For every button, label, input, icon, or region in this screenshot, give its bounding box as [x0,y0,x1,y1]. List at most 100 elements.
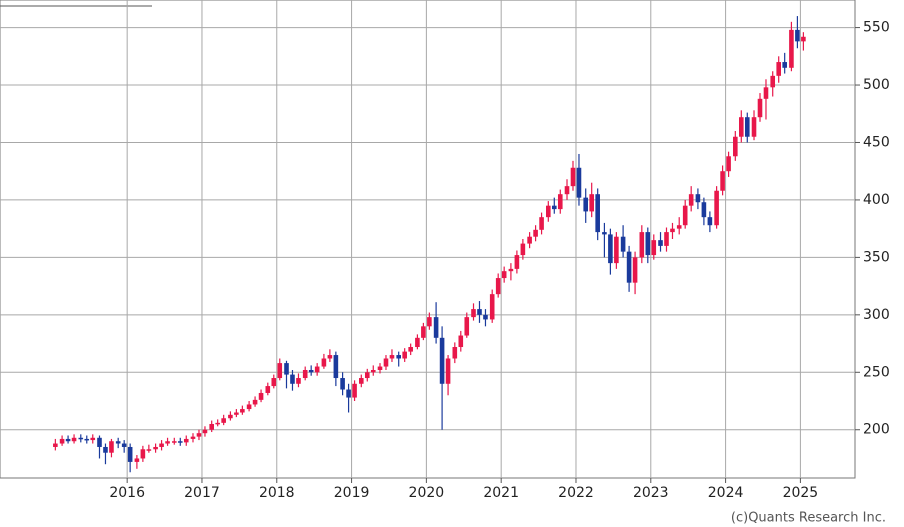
candle-body [358,378,364,384]
candle-body [614,236,619,264]
candle-body [271,378,277,387]
candle-body [171,441,177,443]
x-tick-label: 2018 [259,485,295,501]
candle-body [751,117,757,137]
candle-body [557,194,563,210]
candle-body [265,386,271,393]
x-tick-label: 2025 [783,485,819,501]
candle-body [632,257,638,283]
x-tick-label: 2021 [483,485,519,501]
candle-body [533,229,538,237]
candle-body [551,205,557,210]
candle-body [695,194,701,203]
candle-body [109,441,114,453]
candle-body [377,366,383,370]
candle-body [433,317,439,338]
candle-body [501,271,507,279]
candle-body [340,378,345,390]
candle-body [801,36,806,42]
candle-body [445,358,451,384]
x-tick-label: 2016 [109,485,145,501]
y-tick-label: 450 [863,134,890,150]
candle-body [121,443,127,447]
candle-body [707,217,713,226]
candle-body [770,75,776,88]
candle-body [608,234,613,264]
candle-body [202,429,208,434]
candle-body [639,232,645,258]
candle-body [396,355,402,359]
candle-body [439,337,445,384]
candle-body [795,29,800,42]
candle-body [464,317,470,336]
candle-body [789,29,794,68]
candle-body [302,369,308,379]
candle-body [284,363,289,375]
x-tick-label: 2020 [409,485,445,501]
candle-body [346,389,351,398]
credit: (c)Quants Research Inc. [731,511,886,526]
candle-body [115,441,121,444]
candle-body [427,317,432,327]
candle-body [59,438,65,444]
candle-body [84,438,90,441]
candle-body [209,423,214,430]
candle-body [720,171,725,191]
candle-body [757,98,763,118]
candle-body [97,437,102,447]
candle-body [308,369,314,373]
y-tick-label: 550 [863,20,890,36]
candle-body [546,205,551,218]
candle-body [228,414,233,419]
candle-body [190,436,196,439]
candle-body [539,217,544,230]
plot-area [0,0,856,479]
candle-body [215,422,220,425]
candle-body [177,441,183,443]
candle-body [595,194,600,233]
candle-body [508,268,514,272]
candle-body [651,240,657,256]
y-tick-label: 400 [863,192,890,208]
candle-body [246,404,252,410]
candle-body [714,190,719,226]
candle-body [221,418,226,423]
candle-body [458,335,464,348]
candle-body [564,186,570,195]
candle-body [153,446,158,450]
x-tick-label: 2022 [558,485,594,501]
candle-body [527,236,532,244]
x-tick-label: 2024 [708,485,744,501]
candle-body [471,309,476,318]
candle-body [670,228,675,233]
candle-body [296,378,301,384]
candle-body [78,437,84,440]
x-tick-label: 2017 [184,485,220,501]
candle-body [514,255,520,269]
candle-body [234,412,239,415]
x-tick-label: 2019 [334,485,370,501]
y-tick-label: 500 [863,77,890,93]
candle-body [370,369,376,373]
candle-body [489,294,495,320]
candle-body [576,167,582,198]
candle-body [127,446,133,462]
candle-body [733,136,738,157]
y-tick-label: 300 [863,307,890,323]
candle-body [71,437,77,442]
candle-body [415,337,420,348]
candle-body [589,194,594,212]
candle-body [327,355,333,359]
candle-body [65,438,71,442]
candle-body [477,309,482,315]
candle-body [252,399,258,405]
candle-body [452,347,458,359]
candle-body [53,443,58,447]
candle-body [146,449,152,451]
y-tick-label: 250 [863,364,890,380]
candle-body [626,251,632,283]
candle-body [240,409,245,413]
candle-body [682,205,688,226]
candle-body [645,232,651,256]
